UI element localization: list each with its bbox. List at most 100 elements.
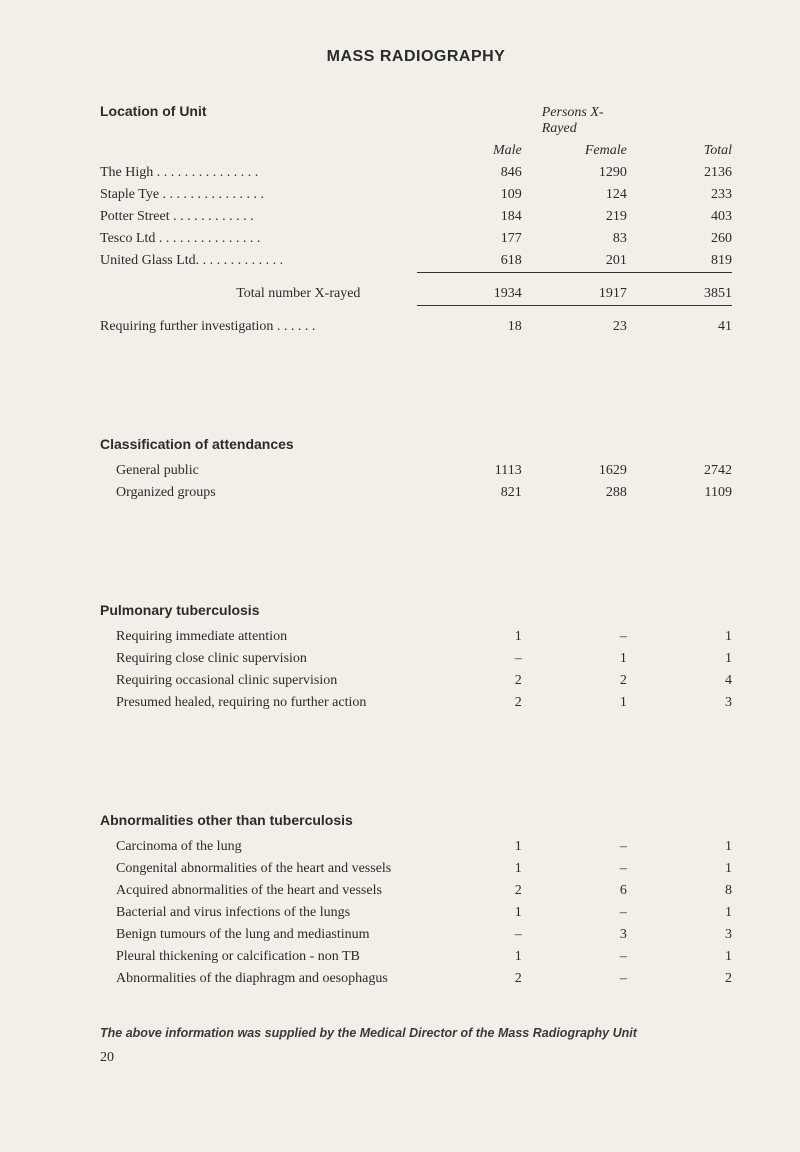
row-female: 2 xyxy=(522,670,627,692)
requiring-label: Requiring further investigation . . . . … xyxy=(100,316,417,338)
row-male: – xyxy=(417,924,522,946)
row-male: 2 xyxy=(417,692,522,714)
table-row: Carcinoma of the lung 1 – 1 xyxy=(100,836,732,858)
row-label: Benign tumours of the lung and mediastin… xyxy=(100,924,417,946)
requiring-male: 18 xyxy=(417,316,522,338)
row-label: Requiring immediate attention xyxy=(100,626,417,648)
row-male: – xyxy=(417,648,522,670)
row-female: 219 xyxy=(522,206,627,228)
page-number: 20 xyxy=(100,1050,732,1066)
row-female: 1 xyxy=(522,648,627,670)
row-female: 83 xyxy=(522,228,627,250)
row-label: United Glass Ltd. . . . . . . . . . . . … xyxy=(100,250,417,273)
total-row: Total number X-rayed 1934 1917 3851 xyxy=(100,283,732,306)
row-total: 1 xyxy=(627,858,732,880)
row-male: 2 xyxy=(417,880,522,902)
section-heading-pulmonary: Pulmonary tuberculosis xyxy=(100,602,732,618)
row-label: Acquired abnormalities of the heart and … xyxy=(100,880,417,902)
table-row: Bacterial and virus infections of the lu… xyxy=(100,902,732,924)
row-female: – xyxy=(522,626,627,648)
row-female: 124 xyxy=(522,184,627,206)
row-total: 3 xyxy=(627,692,732,714)
table-row: Tesco Ltd . . . . . . . . . . . . . . . … xyxy=(100,228,732,250)
row-total: 819 xyxy=(627,250,732,273)
table-row: Organized groups 821 288 1109 xyxy=(100,482,732,504)
row-female: 1290 xyxy=(522,162,627,184)
row-female: 201 xyxy=(522,250,627,273)
col-female: Female xyxy=(522,140,627,162)
page: MASS RADIOGRAPHY Location of Unit Person… xyxy=(0,0,800,1086)
row-female: – xyxy=(522,946,627,968)
row-male: 1 xyxy=(417,946,522,968)
row-female: 288 xyxy=(522,482,627,504)
table-row: Benign tumours of the lung and mediastin… xyxy=(100,924,732,946)
persons-xrayed-header: Persons X-Rayed xyxy=(522,100,627,140)
section-heading-classification: Classification of attendances xyxy=(100,436,732,452)
table-row: United Glass Ltd. . . . . . . . . . . . … xyxy=(100,250,732,273)
row-total: 1 xyxy=(627,648,732,670)
section-heading-abnormal: Abnormalities other than tuberculosis xyxy=(100,812,732,828)
row-label: Congenital abnormalities of the heart an… xyxy=(100,858,417,880)
row-male: 1 xyxy=(417,836,522,858)
row-label: Staple Tye . . . . . . . . . . . . . . . xyxy=(100,184,417,206)
row-total: 2 xyxy=(627,968,732,990)
row-male: 1 xyxy=(417,858,522,880)
row-label: Bacterial and virus infections of the lu… xyxy=(100,902,417,924)
row-male: 846 xyxy=(417,162,522,184)
table-row: Requiring close clinic supervision – 1 1 xyxy=(100,648,732,670)
col-total: Total xyxy=(627,140,732,162)
row-total: 1109 xyxy=(627,482,732,504)
requiring-female: 23 xyxy=(522,316,627,338)
row-label: Carcinoma of the lung xyxy=(100,836,417,858)
total-female: 1917 xyxy=(522,283,627,306)
abnormal-table: Carcinoma of the lung 1 – 1 Congenital a… xyxy=(100,836,732,990)
page-title: MASS RADIOGRAPHY xyxy=(100,48,732,66)
total-total: 3851 xyxy=(627,283,732,306)
table-row: Acquired abnormalities of the heart and … xyxy=(100,880,732,902)
row-male: 2 xyxy=(417,968,522,990)
row-total: 1 xyxy=(627,836,732,858)
row-label: Pleural thickening or calcification - no… xyxy=(100,946,417,968)
row-label: Requiring occasional clinic supervision xyxy=(100,670,417,692)
requiring-row: Requiring further investigation . . . . … xyxy=(100,316,732,338)
row-total: 4 xyxy=(627,670,732,692)
row-total: 2136 xyxy=(627,162,732,184)
table-row: The High . . . . . . . . . . . . . . . 8… xyxy=(100,162,732,184)
row-label: Requiring close clinic supervision xyxy=(100,648,417,670)
row-total: 1 xyxy=(627,902,732,924)
pulmonary-table: Requiring immediate attention 1 – 1 Requ… xyxy=(100,626,732,714)
table-row: Presumed healed, requiring no further ac… xyxy=(100,692,732,714)
row-label: Abnormalities of the diaphragm and oesop… xyxy=(100,968,417,990)
row-total: 2742 xyxy=(627,460,732,482)
row-total: 260 xyxy=(627,228,732,250)
total-male: 1934 xyxy=(417,283,522,306)
row-female: 1 xyxy=(522,692,627,714)
footer-note: The above information was supplied by th… xyxy=(100,1026,732,1040)
row-label: Presumed healed, requiring no further ac… xyxy=(100,692,417,714)
table-row: General public 1113 1629 2742 xyxy=(100,460,732,482)
table-row: Requiring immediate attention 1 – 1 xyxy=(100,626,732,648)
row-total: 1 xyxy=(627,626,732,648)
row-female: 3 xyxy=(522,924,627,946)
row-total: 403 xyxy=(627,206,732,228)
col-male: Male xyxy=(417,140,522,162)
row-male: 177 xyxy=(417,228,522,250)
table-row: Potter Street . . . . . . . . . . . . 18… xyxy=(100,206,732,228)
row-total: 233 xyxy=(627,184,732,206)
row-female: 6 xyxy=(522,880,627,902)
location-table: Location of Unit Persons X-Rayed Male Fe… xyxy=(100,100,732,338)
row-male: 109 xyxy=(417,184,522,206)
row-female: – xyxy=(522,858,627,880)
row-male: 618 xyxy=(417,250,522,273)
row-female: 1629 xyxy=(522,460,627,482)
table-row: Staple Tye . . . . . . . . . . . . . . .… xyxy=(100,184,732,206)
table-row: Requiring occasional clinic supervision … xyxy=(100,670,732,692)
row-label: Tesco Ltd . . . . . . . . . . . . . . . xyxy=(100,228,417,250)
section-heading-location: Location of Unit xyxy=(100,100,417,140)
row-total: 1 xyxy=(627,946,732,968)
requiring-total: 41 xyxy=(627,316,732,338)
row-label: The High . . . . . . . . . . . . . . . xyxy=(100,162,417,184)
table-row: Congenital abnormalities of the heart an… xyxy=(100,858,732,880)
row-male: 1 xyxy=(417,902,522,924)
table-row: Abnormalities of the diaphragm and oesop… xyxy=(100,968,732,990)
